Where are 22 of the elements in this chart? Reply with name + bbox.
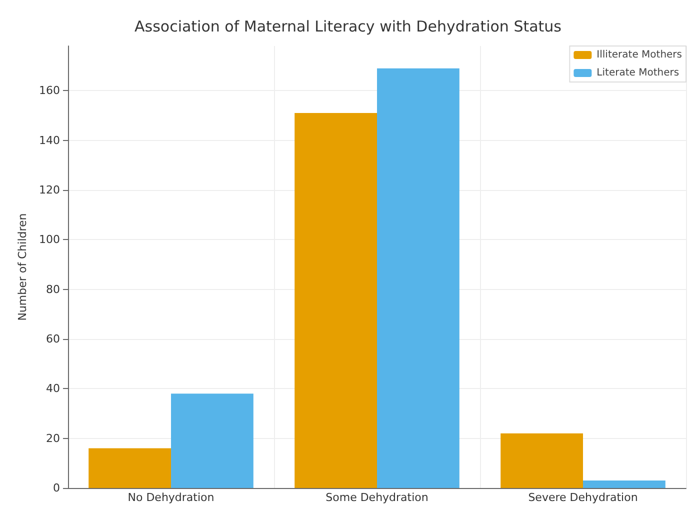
chart-title: Association of Maternal Literacy with Dehydration Status [134, 18, 562, 36]
bar [500, 433, 583, 488]
y-tick-label: 20 [46, 432, 60, 445]
y-tick-label: 120 [39, 184, 60, 197]
y-axis-title: Number of Children [16, 213, 30, 321]
y-tick-label: 80 [46, 282, 60, 296]
y-tick-label: 140 [39, 134, 60, 147]
bar [583, 480, 666, 488]
legend-label: Illiterate Mothers [596, 50, 682, 60]
bar [88, 448, 171, 488]
y-tick-label: 100 [39, 233, 60, 246]
x-tick-label: Severe Dehydration [528, 491, 638, 504]
bar [294, 113, 377, 488]
legend-label: Literate Mothers [596, 68, 680, 78]
y-tick-label: 160 [39, 84, 60, 98]
bar [377, 68, 460, 488]
y-tick-label: 60 [46, 332, 60, 346]
y-tick-label: 40 [46, 382, 60, 396]
x-tick-label: Some Dehydration [326, 491, 428, 504]
x-tick-label: No Dehydration [128, 491, 214, 504]
y-tick-label: 0 [53, 482, 60, 494]
bar [171, 394, 254, 488]
